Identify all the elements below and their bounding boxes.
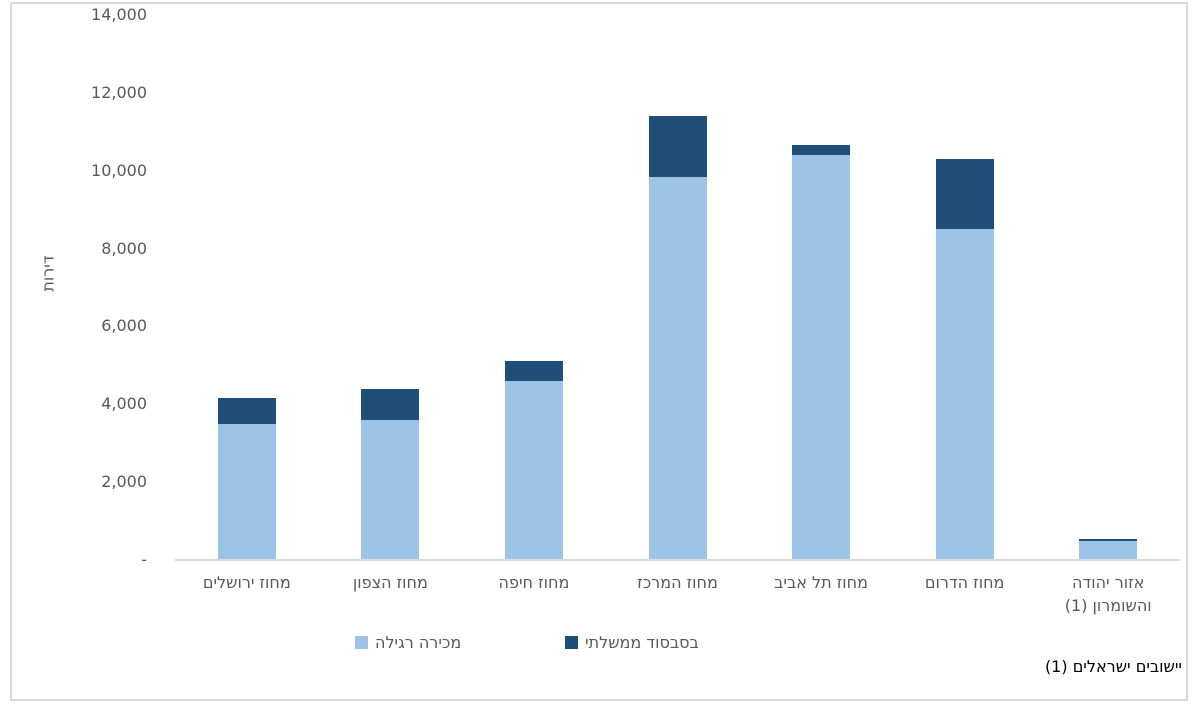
bar-segment-subsidized [1079, 538, 1138, 541]
bar-segment-subsidized [504, 361, 563, 381]
bar-segment-subsidized [648, 116, 707, 177]
chart-frame [10, 2, 1188, 701]
legend-label: מכירה רגילה [375, 633, 462, 652]
bar-segment-subsidized [792, 145, 851, 156]
y-tick-label: 6,000 [101, 316, 147, 336]
legend-item: מכירה רגילה [355, 633, 461, 652]
bar-segment-regular-sale [1079, 540, 1138, 560]
bar-segment-subsidized [935, 159, 994, 230]
legend-swatch-icon [565, 636, 578, 649]
bar-segment-subsidized [217, 398, 276, 424]
legend: מכירה רגילה בסבסוד ממשלתי [0, 633, 1200, 655]
y-tick-label: - [141, 550, 147, 569]
footnote: (1) יישובים ישראלים [1044, 657, 1182, 676]
bar-segment-regular-sale [361, 419, 420, 560]
bar-segment-regular-sale [792, 155, 851, 560]
bar-segment-regular-sale [217, 423, 276, 560]
y-tick-label: 4,000 [101, 394, 147, 414]
x-category-label: אזור יהודה והשומרון (1) [1064, 573, 1152, 616]
x-category-label: מחוז חיפה [498, 573, 570, 592]
bar-segment-regular-sale [648, 176, 707, 560]
legend-item: בסבסוד ממשלתי [565, 633, 699, 652]
x-category-label: מחוז המרכז [637, 573, 718, 592]
x-category-label: מחוז תל אביב [774, 573, 868, 592]
legend-swatch-icon [355, 636, 368, 649]
legend-label: בסבסוד ממשלתי [585, 633, 699, 652]
bar-segment-subsidized [361, 388, 420, 420]
y-tick-label: 2,000 [101, 472, 147, 492]
x-category-label: מחוז הצפון [352, 573, 428, 592]
x-category-label: מחוז הדרום [924, 573, 1005, 592]
y-tick-label: 8,000 [101, 238, 147, 258]
y-tick-label: 10,000 [91, 160, 147, 180]
y-tick-label: 12,000 [91, 82, 147, 102]
bar-segment-regular-sale [935, 229, 994, 560]
y-tick-label: 14,000 [91, 5, 147, 24]
x-axis-line [175, 559, 1180, 561]
bar-segment-regular-sale [504, 380, 563, 560]
x-category-label: מחוז ירושלים [202, 573, 291, 592]
